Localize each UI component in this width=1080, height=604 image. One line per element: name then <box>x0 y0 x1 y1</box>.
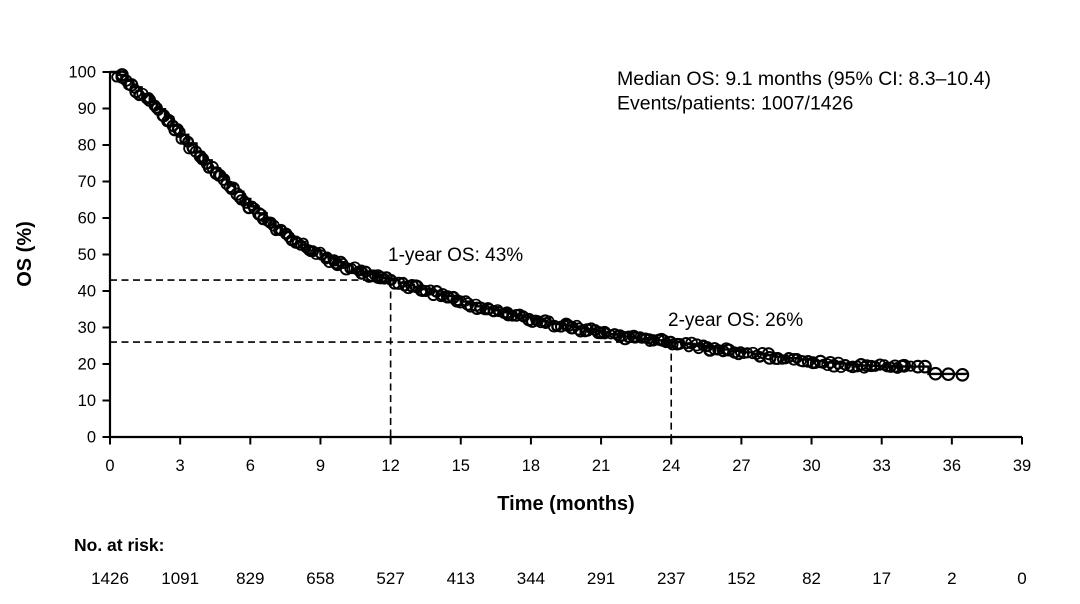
x-tick-label: 33 <box>873 457 891 475</box>
y-tick-label: 100 <box>68 64 96 82</box>
km-curve <box>110 68 970 382</box>
censor-mark <box>214 169 227 182</box>
y-tick-label: 90 <box>78 100 96 118</box>
censor-mark <box>955 367 970 382</box>
censor-mark <box>371 269 385 282</box>
y-tick-label: 10 <box>78 392 96 410</box>
risk-count: 2 <box>947 569 956 588</box>
reference-dashed-lines <box>110 279 673 437</box>
x-tick-label: 15 <box>452 457 470 475</box>
censor-mark <box>186 141 199 154</box>
x-tick-label: 0 <box>105 457 114 475</box>
censor-mark <box>246 200 258 212</box>
censor-mark <box>701 341 713 353</box>
risk-count: 17 <box>872 569 891 588</box>
censor-mark <box>904 360 917 372</box>
x-tick-label: 36 <box>943 457 961 475</box>
censor-mark <box>427 288 440 302</box>
risk-table-title: No. at risk: <box>74 535 164 555</box>
censor-mark <box>295 239 307 251</box>
risk-count: 1091 <box>161 569 199 588</box>
censor-mark <box>378 273 391 285</box>
x-tick-label: 24 <box>662 457 680 475</box>
censor-mark <box>453 295 467 309</box>
risk-count: 829 <box>236 569 264 588</box>
censor-mark <box>501 308 515 322</box>
censor-mark <box>673 337 686 350</box>
censor-mark <box>928 366 943 381</box>
risk-count: 658 <box>306 569 334 588</box>
censor-mark <box>897 358 911 373</box>
y-tick-label: 40 <box>78 283 96 301</box>
risk-count: 237 <box>657 569 685 588</box>
censor-mark <box>666 338 679 351</box>
survival-step-line <box>110 70 968 376</box>
y-tick-label: 20 <box>78 356 96 374</box>
censor-mark <box>776 354 788 365</box>
median-os-annotation: Median OS: 9.1 months (95% CI: 8.3–10.4) <box>617 68 991 90</box>
censor-mark <box>270 224 282 237</box>
risk-count: 413 <box>447 569 475 588</box>
censor-mark <box>791 353 803 364</box>
x-tick-label: 18 <box>522 457 540 475</box>
censor-mark <box>264 216 277 229</box>
x-tick-label: 30 <box>802 457 820 475</box>
censor-mark <box>435 290 448 303</box>
risk-count: 1426 <box>91 569 129 588</box>
risk-table-values: 1426 1091 829 658 527 413 344 291 237 152 82 17 2 0 <box>91 569 1027 588</box>
y-tick-label: 80 <box>78 137 96 155</box>
censor-mark <box>823 355 837 369</box>
two-year-os-label: 2-year OS: 26% <box>668 310 803 331</box>
y-tick-label: 70 <box>78 173 96 191</box>
y-tick-label: 60 <box>78 210 96 228</box>
x-tick-label: 21 <box>592 457 610 475</box>
censor-mark <box>683 342 694 353</box>
x-axis-title: Time (months) <box>497 493 634 515</box>
censor-mark <box>622 330 636 344</box>
censor-mark <box>911 359 925 374</box>
censor-mark <box>860 359 874 372</box>
y-tick-label: 30 <box>78 319 96 337</box>
x-tick-label: 27 <box>732 457 750 475</box>
censor-mark <box>762 351 777 365</box>
censor-mark <box>309 247 323 260</box>
x-tick-label: 9 <box>316 457 325 475</box>
censor-mark <box>217 173 231 186</box>
one-year-os-label: 1-year OS: 43% <box>388 245 523 266</box>
censor-mark <box>873 358 887 371</box>
risk-count: 152 <box>727 569 755 588</box>
censor-mark <box>339 262 354 276</box>
risk-count: 82 <box>802 569 821 588</box>
events-patients-annotation: Events/patients: 1007/1426 <box>617 93 853 115</box>
risk-count: 344 <box>517 569 545 588</box>
x-tick-label: 39 <box>1013 457 1031 475</box>
censor-mark <box>918 359 932 374</box>
x-tick-label: 3 <box>176 457 185 475</box>
risk-count: 527 <box>376 569 404 588</box>
censor-mark <box>173 126 186 138</box>
censor-mark <box>297 237 309 249</box>
censor-mark <box>385 274 397 286</box>
y-tick-label: 50 <box>78 246 96 264</box>
risk-count: 0 <box>1017 569 1026 588</box>
censor-mark <box>846 360 859 374</box>
censor-mark <box>179 133 191 145</box>
censor-mark <box>574 325 587 338</box>
y-tick-label: 0 <box>87 429 96 447</box>
y-axis-title: OS (%) <box>14 221 36 287</box>
x-tick-label: 12 <box>381 457 399 475</box>
censor-mark <box>716 344 730 358</box>
x-tick-label: 6 <box>246 457 255 475</box>
censor-mark <box>787 352 801 366</box>
risk-count: 291 <box>587 569 615 588</box>
censor-mark <box>865 359 878 373</box>
censor-mark <box>941 367 956 382</box>
